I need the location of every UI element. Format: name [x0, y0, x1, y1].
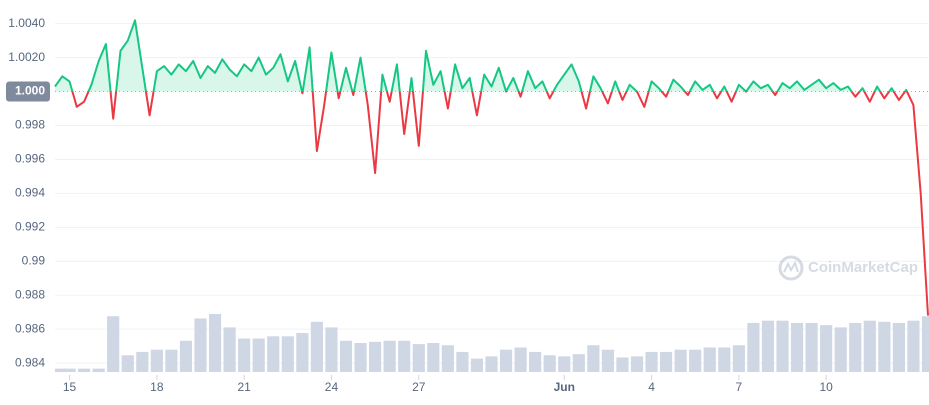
x-tick-label: 21	[237, 380, 251, 394]
volume-bar	[878, 321, 891, 372]
x-tick-label: 24	[325, 380, 339, 394]
area-up	[55, 20, 928, 92]
volume-bar	[660, 351, 673, 372]
x-tick-label: 7	[736, 380, 743, 394]
volume-bar	[761, 320, 775, 372]
y-tick-label: 1.0020	[8, 50, 45, 64]
volume-bar	[107, 316, 120, 372]
volume-bar	[339, 340, 353, 372]
volume-bar	[776, 320, 789, 372]
volume-bar	[601, 349, 614, 372]
volume-bar	[325, 327, 338, 372]
volume-bar	[252, 338, 265, 372]
volume-bar	[558, 356, 571, 372]
x-tick-label: Jun	[554, 380, 575, 394]
volume-bar	[587, 345, 600, 372]
volume	[55, 314, 929, 372]
volume-bar	[136, 351, 149, 372]
x-tick-label: 4	[648, 380, 655, 394]
y-tick-label: 0.996	[15, 152, 45, 166]
volume-bar	[689, 349, 702, 372]
volume-bar	[78, 368, 91, 372]
volume-bar	[121, 355, 134, 372]
volume-bar	[834, 327, 847, 372]
watermark: CoinMarketCap	[778, 255, 918, 281]
volume-bar	[456, 351, 469, 372]
volume-bar	[674, 349, 687, 372]
volume-bar	[208, 314, 222, 372]
volume-bar	[732, 345, 745, 372]
volume-bar	[645, 351, 658, 372]
volume-bar	[616, 357, 629, 372]
baseline-label-box	[6, 81, 50, 102]
volume-bar	[92, 368, 105, 372]
y-tick-label: 1.0040	[8, 16, 45, 30]
volume-bar	[398, 340, 411, 372]
volume-bar	[863, 320, 876, 372]
volume-bar	[499, 349, 513, 372]
x-tick-label: 10	[819, 380, 833, 394]
volume-bar	[747, 322, 760, 372]
volume-bar	[703, 347, 716, 372]
volume-bar	[630, 356, 644, 372]
volume-bar	[529, 351, 542, 372]
watermark-text: CoinMarketCap	[808, 259, 918, 276]
y-tick-label: 0.988	[15, 287, 45, 301]
volume-bar	[572, 354, 585, 372]
volume-bar	[354, 343, 367, 372]
volume-bar	[267, 336, 280, 372]
baseline-label: 1.000	[15, 84, 45, 98]
y-tick-label: 0.998	[15, 118, 45, 132]
volume-bar	[194, 318, 207, 372]
volume-bar	[412, 344, 425, 372]
volume-bar	[150, 349, 163, 372]
price-line-up	[54, 19, 909, 92]
volume-bar	[383, 340, 396, 372]
volume-bar	[427, 343, 440, 372]
volume-bar	[281, 336, 294, 372]
labels: 0.984 0.986 0.988 0.99 0.992 0.994 0.996 0.998 1…	[6, 16, 833, 394]
y-tick-label: 0.994	[15, 186, 45, 200]
volume-bar	[921, 316, 929, 372]
volume-bar	[907, 320, 920, 372]
volume-bar	[514, 347, 527, 372]
volume-bar	[238, 338, 251, 372]
y-tick-label: 0.992	[15, 220, 45, 234]
volume-bar	[790, 322, 804, 372]
volume-bar	[441, 345, 454, 372]
y-tick-label: 0.984	[15, 355, 45, 369]
volume-bar	[55, 368, 68, 372]
volume-bar	[369, 341, 382, 372]
x-tick-label: 18	[150, 380, 164, 394]
y-tick-label: 0.986	[15, 321, 45, 335]
volume-bar	[310, 321, 323, 372]
volume-bar	[543, 355, 556, 372]
volume-bar	[179, 340, 193, 372]
volume-bar	[892, 322, 905, 372]
volume-bar	[470, 358, 484, 372]
y-tick-label: 0.99	[22, 253, 46, 267]
volume-bar	[820, 325, 833, 372]
volume-bar	[485, 356, 498, 372]
volume-bar	[849, 322, 862, 372]
volume-bar	[805, 322, 818, 372]
volume-bar	[223, 327, 236, 372]
x-tick-label: 27	[412, 380, 426, 394]
volume-bar	[296, 332, 309, 372]
volume-bar	[165, 349, 178, 372]
volume-bar	[63, 368, 76, 372]
x-tick-label: 15	[63, 380, 77, 394]
volume-bar	[718, 347, 731, 372]
price	[54, 19, 929, 316]
